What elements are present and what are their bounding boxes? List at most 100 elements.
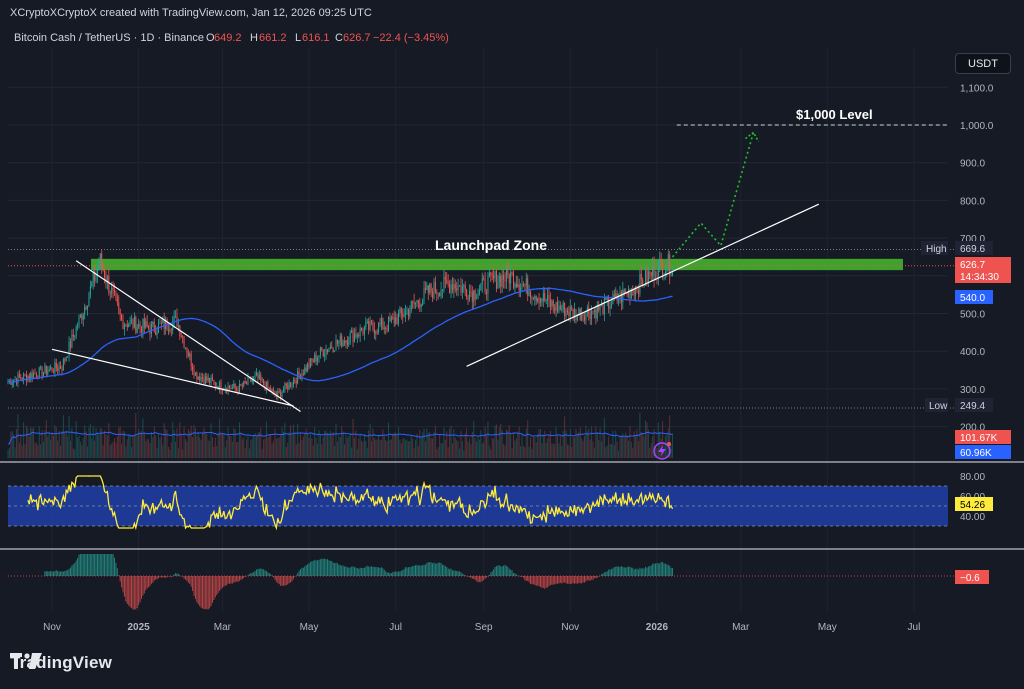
macd-bar <box>568 576 570 584</box>
candle-body <box>106 275 108 283</box>
macd-bar <box>667 564 669 576</box>
volume-bar <box>179 422 181 458</box>
volume-average-line <box>7 431 673 445</box>
volume-bar <box>258 431 260 458</box>
volume-bar <box>439 433 441 458</box>
volume-bar <box>41 430 43 458</box>
macd-bar <box>500 566 502 576</box>
candle-body <box>24 373 26 375</box>
macd-bar <box>419 565 421 576</box>
macd-bar <box>99 554 101 576</box>
macd-bar <box>424 564 426 576</box>
volume-bar <box>672 433 674 458</box>
macd-bar <box>637 569 639 576</box>
candle-body <box>498 275 500 283</box>
volume-bar <box>369 423 371 458</box>
volume-bar <box>81 445 83 458</box>
candle-body <box>82 314 84 320</box>
candle-body <box>625 291 627 294</box>
candle-body <box>348 342 350 345</box>
candle-body <box>186 347 188 354</box>
macd-bar <box>566 576 568 584</box>
candle-body <box>253 377 255 381</box>
volume-bar <box>128 434 130 458</box>
candle-body <box>229 386 231 389</box>
macd-bar <box>207 576 209 610</box>
macd-bar <box>588 576 590 581</box>
volume-bar <box>566 444 568 458</box>
tradingview-logo[interactable]: TradingView <box>10 653 112 673</box>
macd-bar <box>619 566 621 576</box>
currency-button[interactable]: USDT <box>955 53 1011 74</box>
candle-body <box>102 265 104 271</box>
macd-bar <box>633 569 635 576</box>
candle-body <box>497 282 499 289</box>
candle-body <box>339 335 341 342</box>
volume-bar <box>527 420 529 458</box>
candle-body <box>467 297 469 300</box>
volume-bar <box>637 441 639 458</box>
candle-body <box>260 374 262 381</box>
volume-bar <box>487 421 489 458</box>
volume-bar <box>223 434 225 458</box>
candle-body <box>490 272 492 275</box>
macd-bar <box>263 569 265 576</box>
volume-bar <box>273 440 275 458</box>
macd-bar <box>300 569 302 576</box>
chart-frame[interactable]: 200.0300.0400.0500.0600.0700.0800.0900.0… <box>0 26 1024 641</box>
macd-bar <box>51 571 53 576</box>
macd-bar <box>118 575 120 576</box>
volume-bar <box>510 433 512 458</box>
macd-bar <box>456 570 458 576</box>
volume-bar <box>38 426 40 458</box>
macd-bar <box>591 576 593 580</box>
candle-body <box>395 317 397 324</box>
candle-body <box>632 290 634 292</box>
macd-bar <box>571 576 573 584</box>
volume-bar <box>260 427 262 458</box>
macd-bar <box>504 564 506 576</box>
candle-body <box>241 385 243 387</box>
macd-bar <box>480 576 482 583</box>
rsi-layer <box>8 475 948 531</box>
macd-bar <box>102 554 104 576</box>
volume-bar <box>243 437 245 458</box>
candle-body <box>321 347 323 351</box>
candle-body <box>602 302 604 315</box>
volume-bar <box>554 444 556 458</box>
volume-bar <box>238 422 240 458</box>
volume-bar <box>593 448 595 458</box>
volume-bar <box>216 446 218 458</box>
candle-body <box>554 306 556 311</box>
volume-bar <box>270 434 272 458</box>
macd-bar <box>278 576 280 585</box>
candle-body <box>530 291 532 298</box>
macd-bar <box>407 567 409 576</box>
candle-body <box>574 309 576 318</box>
macd-bar <box>653 563 655 576</box>
candle-body <box>569 306 571 316</box>
volume-bar <box>278 437 280 458</box>
candle-body <box>593 309 595 312</box>
high-badge-value: 669.6 <box>960 244 985 255</box>
lightning-icon[interactable] <box>653 442 671 460</box>
volume-bar <box>432 438 434 458</box>
candle-body <box>282 390 284 393</box>
macd-bar <box>282 576 284 586</box>
candle-body <box>67 356 69 358</box>
candle-body <box>175 315 177 317</box>
candle-body <box>412 301 414 303</box>
price-badge: 626.7 14:34:30 <box>955 257 1011 283</box>
candle-body <box>507 267 509 275</box>
price-chart[interactable]: 200.0300.0400.0500.0600.0700.0800.0900.0… <box>0 26 1024 641</box>
volume-bar <box>522 445 524 458</box>
macd-bar <box>315 560 317 576</box>
volume-bar <box>528 446 530 458</box>
candle-body <box>504 279 506 282</box>
candle-body <box>495 270 497 289</box>
candle-body <box>261 379 263 381</box>
candle-body <box>396 317 398 324</box>
volume-bar <box>158 433 160 458</box>
volume-bar <box>125 446 127 458</box>
volume-bar <box>277 437 279 458</box>
